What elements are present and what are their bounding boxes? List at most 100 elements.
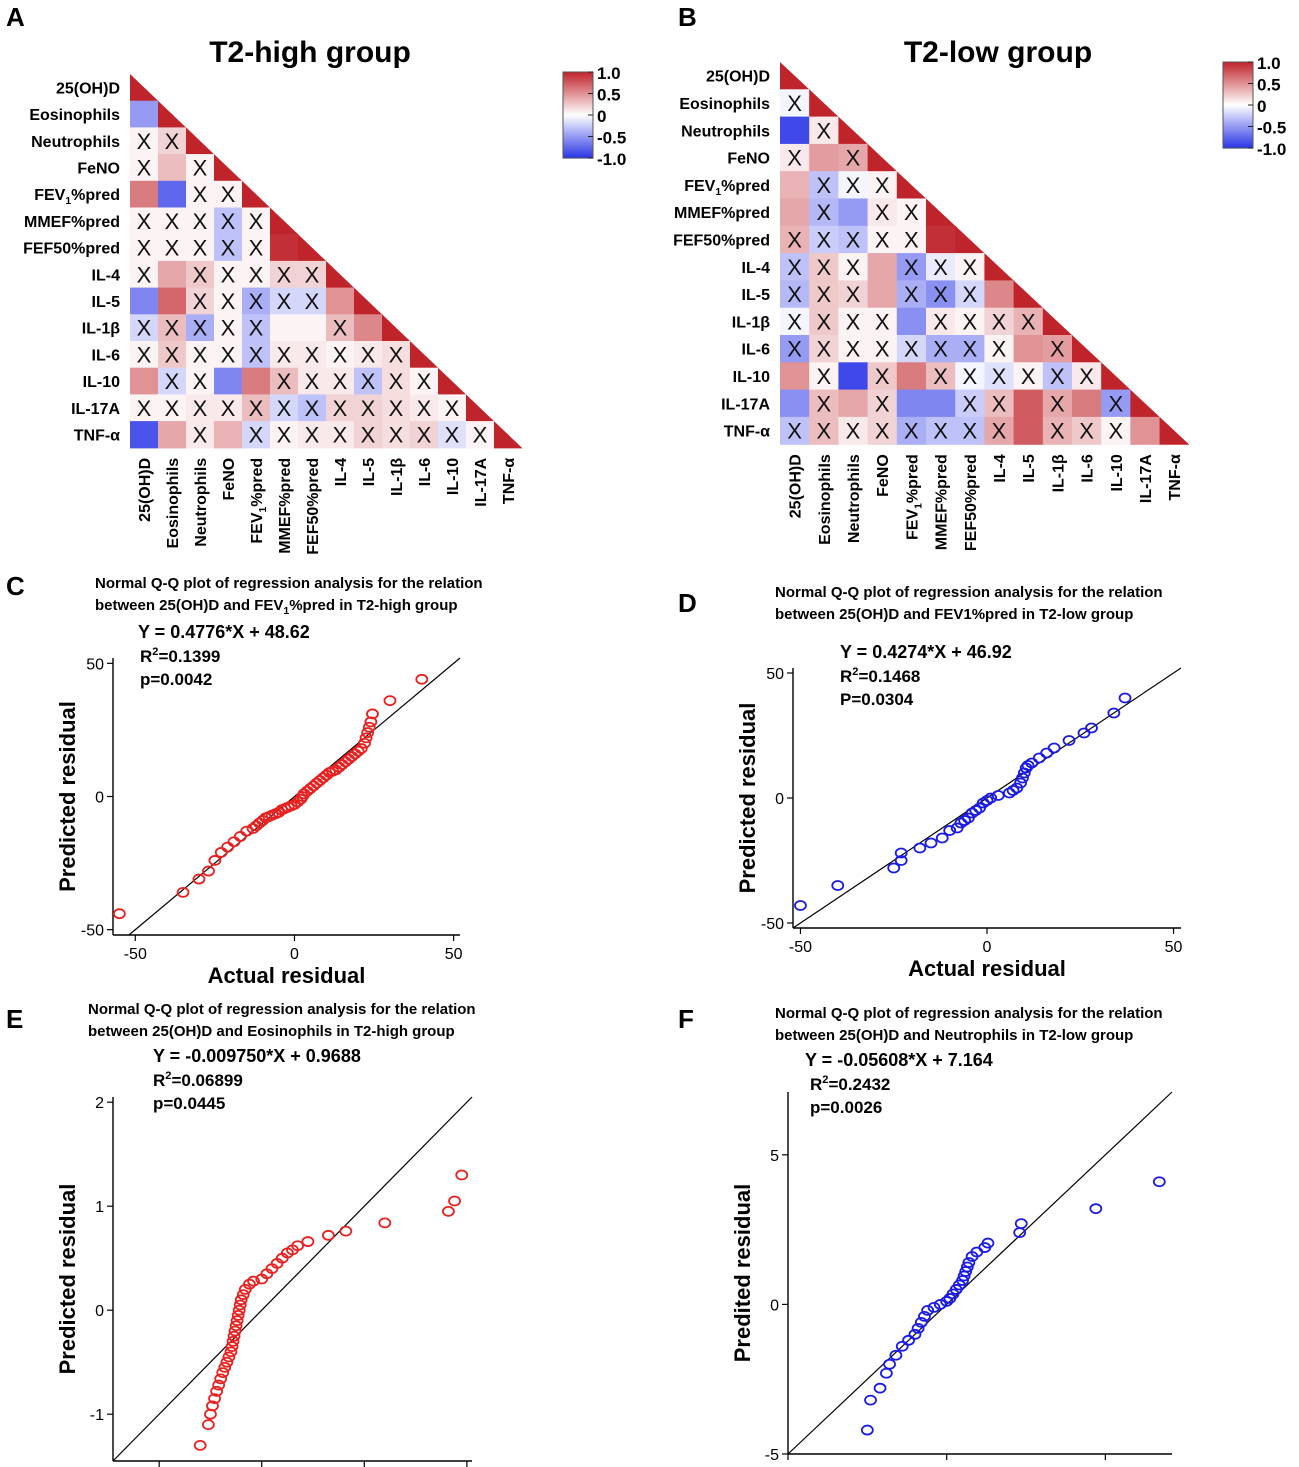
data-point xyxy=(176,886,190,898)
heatmap-cell xyxy=(186,180,215,209)
heatmap-cell xyxy=(410,394,439,422)
nonsignificant-mark: X xyxy=(193,316,208,341)
y-tick-label: 5 xyxy=(770,1148,779,1165)
x-tick-label: 5 xyxy=(1101,1465,1110,1467)
data-point xyxy=(448,1195,461,1207)
heatmap-diagonal-cell xyxy=(1130,389,1161,418)
nonsignificant-mark: X xyxy=(1079,364,1094,389)
row-label: FeNO xyxy=(727,151,770,168)
heatmap-cell xyxy=(298,367,327,395)
colorbar-segment xyxy=(1223,77,1253,80)
colorbar-tick-label: 0 xyxy=(1257,97,1266,116)
heatmap-cell xyxy=(896,198,927,227)
heatmap-cell xyxy=(896,362,927,391)
data-point xyxy=(860,1424,874,1436)
nonsignificant-mark: X xyxy=(249,422,264,447)
nonsignificant-mark: X xyxy=(221,396,236,421)
colorbar-segment xyxy=(563,121,593,125)
colorbar-segment xyxy=(563,134,593,138)
heatmap-cell xyxy=(838,198,869,227)
nonsignificant-mark: X xyxy=(221,262,236,287)
data-point xyxy=(943,825,957,836)
x-tick-label: 0 xyxy=(942,1465,951,1467)
heatmap-cell xyxy=(158,421,187,449)
colorbar-segment xyxy=(563,149,593,153)
data-point xyxy=(980,795,994,806)
data-point xyxy=(208,855,222,866)
heatmap-cell xyxy=(809,116,839,145)
heatmap-cell xyxy=(896,307,927,336)
nonsignificant-mark: X xyxy=(193,289,208,314)
heatmap-cell xyxy=(214,367,243,395)
nonsignificant-mark: X xyxy=(933,419,948,444)
heatmap-cell xyxy=(298,421,327,449)
row-label: 25(OH)D xyxy=(706,69,770,86)
heatmap-cell xyxy=(809,225,839,254)
heatmap-cell xyxy=(298,287,327,315)
nonsignificant-mark: X xyxy=(389,369,404,394)
heatmap-cell xyxy=(130,394,159,422)
colorbar-segment xyxy=(1223,62,1253,65)
nonsignificant-mark: X xyxy=(992,419,1007,444)
colorbar-segment xyxy=(1223,137,1253,140)
colorbar-segment xyxy=(563,132,593,135)
heatmap-cell xyxy=(955,307,985,336)
heatmap-diagonal-cell xyxy=(867,143,898,172)
nonsignificant-mark: X xyxy=(816,282,831,307)
row-label: IL-1β xyxy=(82,321,120,338)
heatmap-cell xyxy=(780,389,810,418)
heatmap-cell xyxy=(867,171,898,200)
plot-title-line: between 25(OH)D and FEV1%pred in T2-low … xyxy=(775,606,1133,623)
heatmap-cell xyxy=(326,287,355,315)
heatmap-cell xyxy=(214,180,243,209)
nonsignificant-mark: X xyxy=(249,396,264,421)
heatmap-cell xyxy=(780,307,810,336)
heatmap-cell xyxy=(984,362,1015,391)
colorbar-segment xyxy=(1223,139,1253,143)
colorbar-segment xyxy=(563,108,593,112)
heatmap-cell xyxy=(214,287,243,315)
row-label: Neutrophils xyxy=(681,123,770,140)
colorbar-segment xyxy=(1223,100,1253,104)
data-point xyxy=(230,1315,244,1326)
colorbar-segment xyxy=(563,123,593,127)
data-point xyxy=(864,1394,877,1406)
heatmap-cell xyxy=(955,280,985,309)
heatmap-diagonal-cell xyxy=(410,341,439,369)
heatmap-cell xyxy=(809,416,839,445)
nonsignificant-mark: X xyxy=(962,419,977,444)
data-point xyxy=(210,1385,223,1397)
column-label: FEV1%pred xyxy=(249,458,269,544)
colorbar-segment xyxy=(1223,89,1253,93)
nonsignificant-mark: X xyxy=(193,369,208,394)
data-point xyxy=(415,673,429,685)
heatmap-cell xyxy=(354,314,383,342)
heatmap-cell xyxy=(242,314,271,342)
column-label: Eosinophils xyxy=(817,454,834,545)
nonsignificant-mark: X xyxy=(249,342,264,367)
nonsignificant-mark: X xyxy=(137,236,152,261)
nonsignificant-mark: X xyxy=(277,422,292,447)
data-point xyxy=(913,842,927,854)
data-point xyxy=(366,708,379,720)
column-label: TNF-α xyxy=(501,458,518,504)
data-point xyxy=(873,1382,887,1394)
colorbar-tick-label: 1.0 xyxy=(1257,54,1281,73)
data-point xyxy=(240,825,254,837)
colorbar-segment xyxy=(563,80,593,84)
heatmap-cell xyxy=(382,367,411,395)
nonsignificant-mark: X xyxy=(445,422,460,447)
colorbar-segment xyxy=(563,104,593,107)
heatmap-cell xyxy=(130,314,159,342)
colorbar-segment xyxy=(563,89,593,92)
heatmap-diagonal-cell xyxy=(214,154,243,182)
nonsignificant-mark: X xyxy=(787,337,802,362)
heatmap-cell xyxy=(354,421,383,449)
panel-label-a: A xyxy=(6,2,25,32)
plot-title-line: between 25(OH)D and Neutrophils in T2-lo… xyxy=(775,1027,1133,1044)
colorbar-segment xyxy=(563,151,593,155)
plot-title-line: between 25(OH)D and FEV1%pred in T2-high… xyxy=(95,597,458,617)
heatmap-cell xyxy=(382,394,411,422)
heatmap-cell xyxy=(270,314,299,342)
column-label: IL-4 xyxy=(333,458,350,487)
